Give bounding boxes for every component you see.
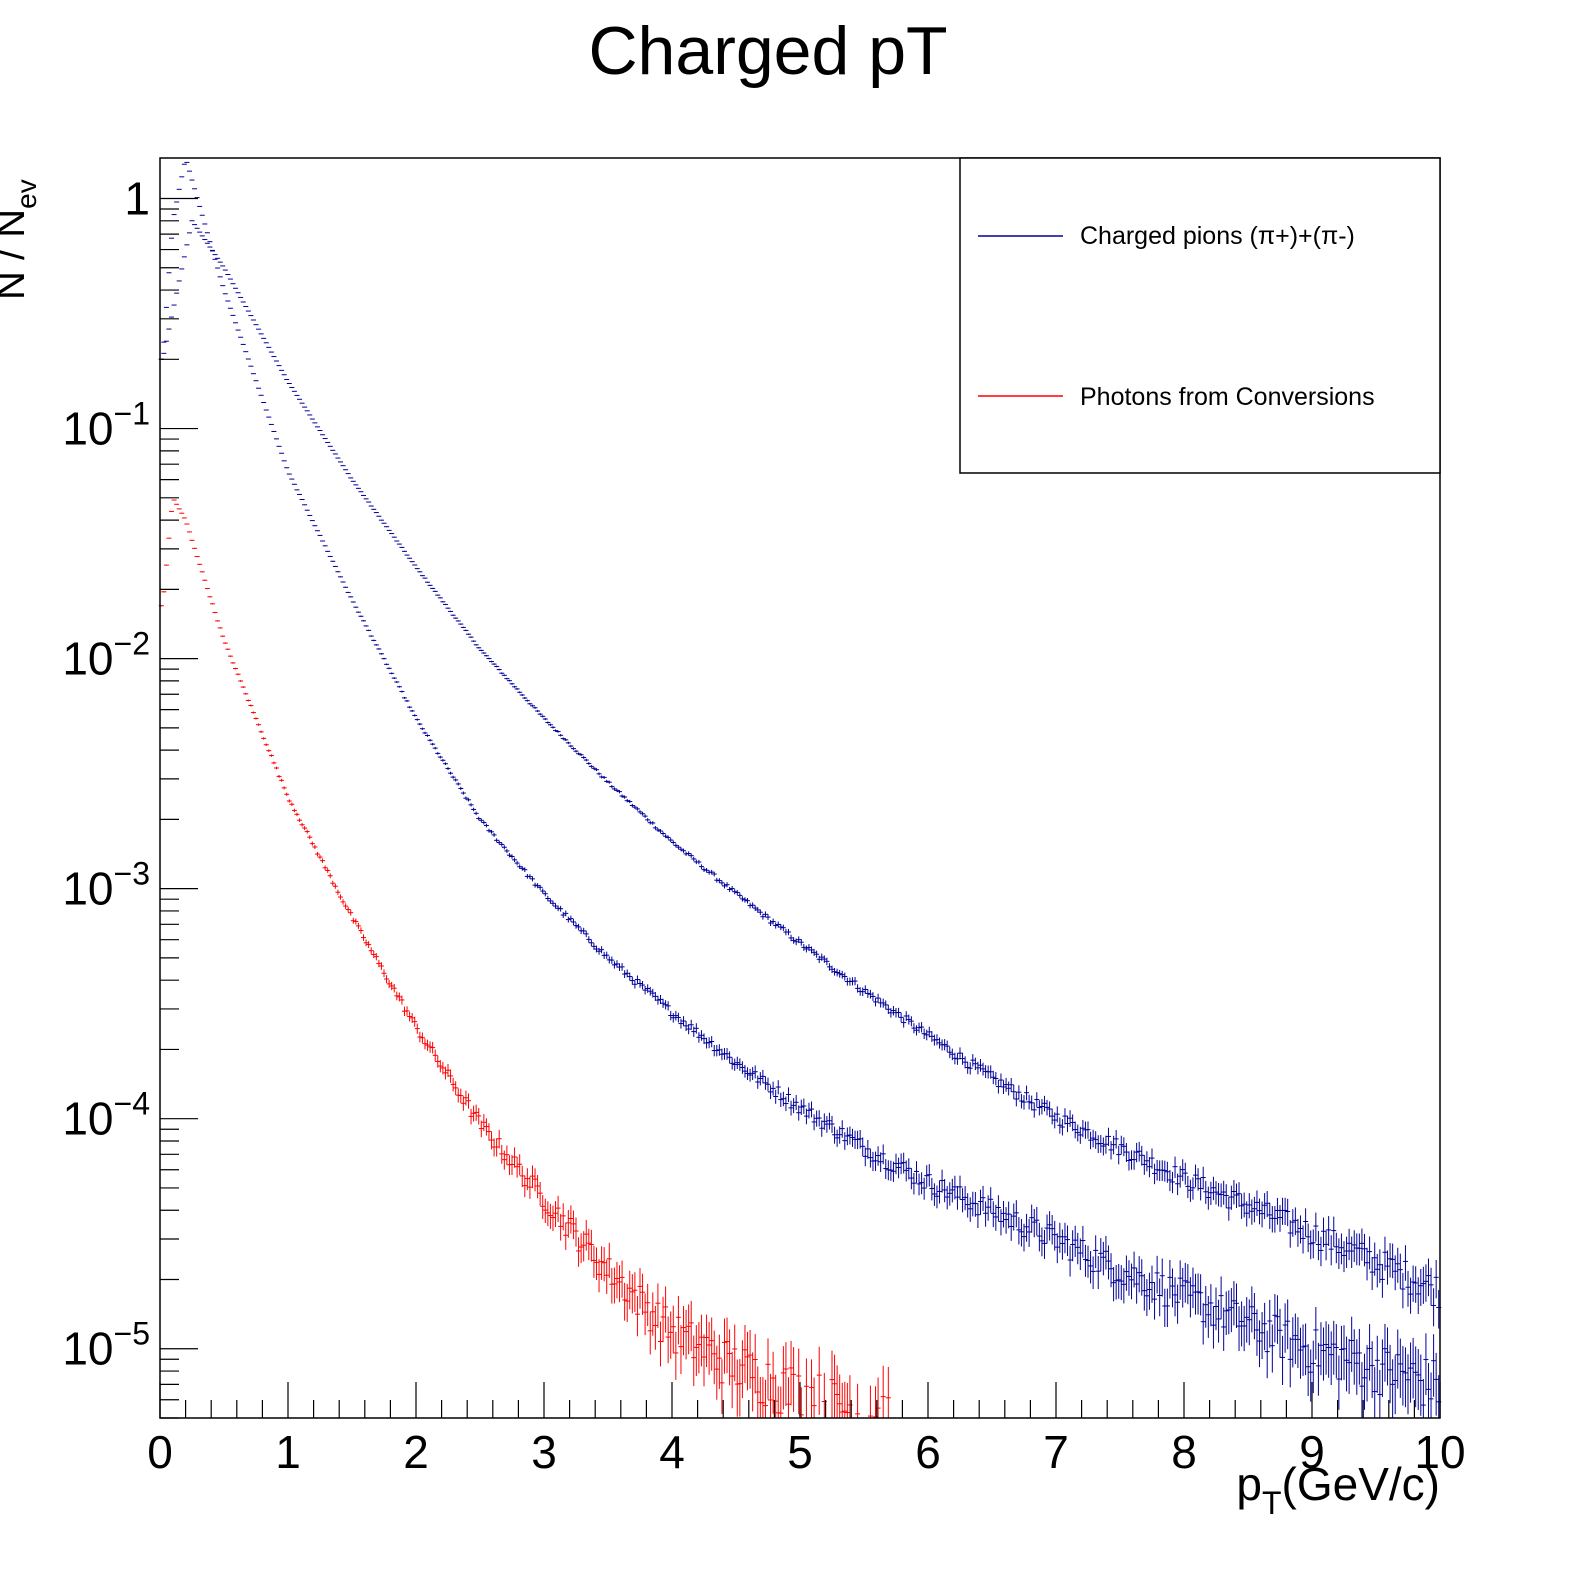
series-0 (158, 220, 1442, 1329)
y-axis-title: N / Nev (0, 179, 42, 300)
y-axis-title-main: N / N (0, 209, 33, 300)
x-tick-label: 9 (1299, 1426, 1325, 1478)
series-1 (158, 161, 1442, 1418)
legend: Charged pions (π+)+(π-) Photons from Con… (959, 157, 1441, 474)
legend-label-photons: Photons from Conversions (1080, 383, 1375, 411)
y-tick-label: 10−2 (62, 626, 150, 685)
chart-title: Charged pT (588, 13, 947, 89)
y-tick-label: 10−1 (62, 396, 150, 455)
y-tick-label: 10−4 (62, 1086, 150, 1145)
x-tick-label: 3 (531, 1426, 557, 1478)
y-axis-title-sub: ev (11, 179, 42, 209)
series-layer (158, 161, 1442, 1418)
svg-text:pT(GeV/c): pT(GeV/c) (1236, 1458, 1440, 1521)
x-tick-label: 2 (403, 1426, 429, 1478)
x-axis-title-sub: T (1262, 1485, 1282, 1521)
x-tick-label: 6 (915, 1426, 941, 1478)
x-axis-title-rest: (GeV/c) (1282, 1458, 1440, 1510)
series-2 (158, 499, 891, 1418)
axes: 0 1 2 3 4 5 6 7 8 9 10 1 10−1 10−2 10−3 10−4 10−5 (62, 173, 1465, 1478)
y-tick-label: 10−5 (62, 1316, 150, 1375)
x-tick-label: 10 (1414, 1426, 1465, 1478)
y-tick-label: 1 (124, 173, 150, 225)
x-tick-label: 0 (147, 1426, 173, 1478)
x-tick-label: 5 (787, 1426, 813, 1478)
x-axis-title-main: p (1236, 1458, 1262, 1510)
x-tick-label: 7 (1043, 1426, 1069, 1478)
x-tick-label: 4 (659, 1426, 685, 1478)
x-axis-title: pT(GeV/c) (1236, 1458, 1440, 1521)
y-tick-label: 10−3 (62, 856, 150, 915)
svg-text:N / Nev: N / Nev (0, 179, 42, 300)
x-tick-label: 1 (275, 1426, 301, 1478)
x-tick-label: 8 (1171, 1426, 1197, 1478)
legend-box (959, 157, 1441, 474)
legend-label-pions: Charged pions (π+)+(π-) (1080, 222, 1355, 250)
